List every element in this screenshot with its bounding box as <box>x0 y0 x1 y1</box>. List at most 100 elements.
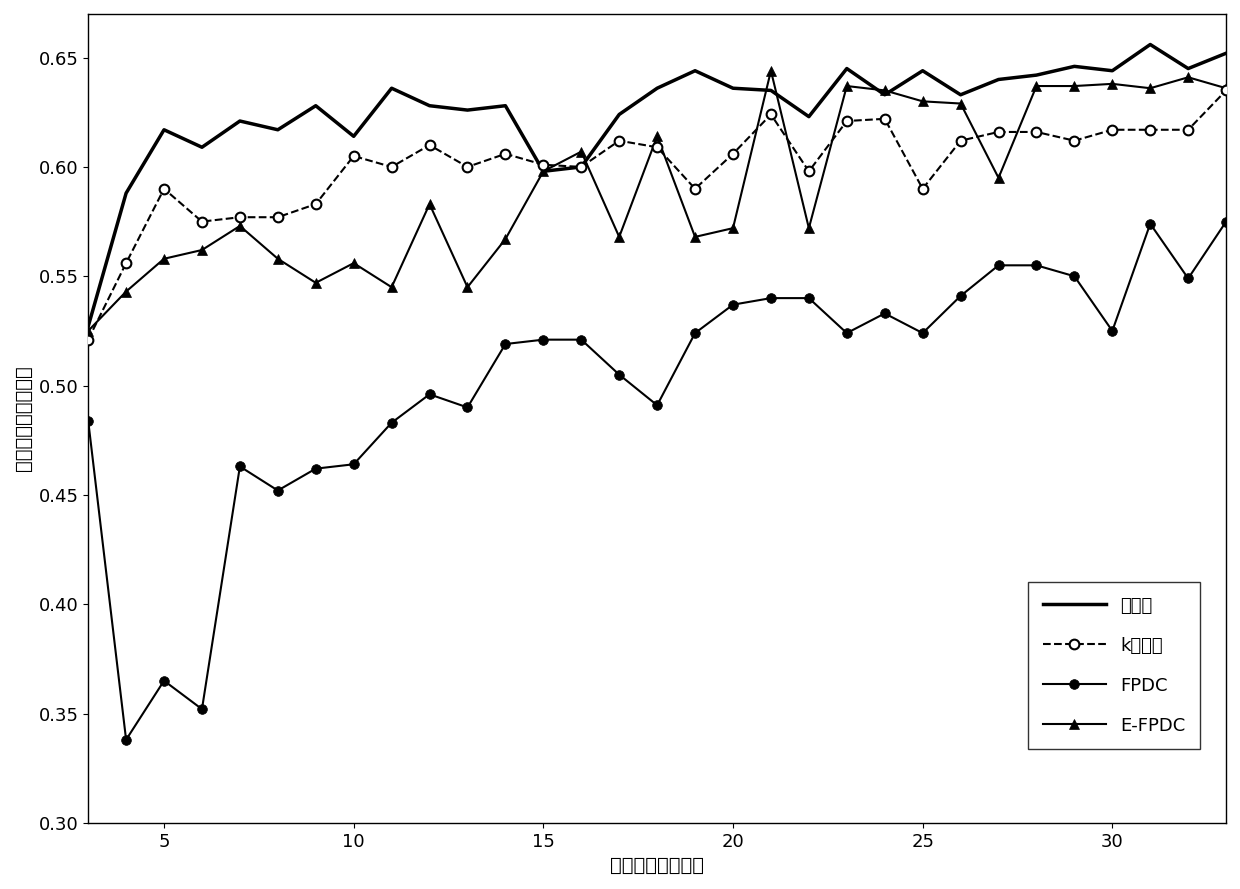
k中心点 <box>611 135 626 146</box>
k中心点 <box>119 258 134 268</box>
FPDC <box>1180 273 1195 284</box>
k中心点 <box>764 109 779 120</box>
E-FPDC <box>232 220 247 231</box>
Legend: 本发明, k中心点, FPDC, E-FPDC: 本发明, k中心点, FPDC, E-FPDC <box>1028 582 1200 749</box>
本发明 <box>195 142 210 153</box>
FPDC <box>1029 260 1044 270</box>
FPDC <box>991 260 1006 270</box>
k中心点 <box>1105 124 1120 135</box>
E-FPDC <box>764 66 779 76</box>
FPDC <box>839 328 854 339</box>
FPDC <box>801 292 816 303</box>
k中心点 <box>422 140 436 150</box>
k中心点 <box>991 126 1006 137</box>
E-FPDC <box>725 223 740 234</box>
Line: E-FPDC: E-FPDC <box>83 66 1231 336</box>
k中心点 <box>195 216 210 227</box>
k中心点 <box>498 148 513 159</box>
k中心点 <box>1180 124 1195 135</box>
k中心点 <box>384 162 399 172</box>
本发明 <box>81 321 95 332</box>
E-FPDC <box>801 223 816 234</box>
E-FPDC <box>991 172 1006 183</box>
Line: k中心点: k中心点 <box>83 85 1231 345</box>
k中心点 <box>801 166 816 177</box>
本发明 <box>1143 39 1158 50</box>
FPDC <box>915 328 930 339</box>
E-FPDC <box>195 244 210 255</box>
本发明 <box>725 83 740 93</box>
k中心点 <box>574 162 589 172</box>
E-FPDC <box>1066 81 1081 92</box>
本发明 <box>954 90 968 100</box>
k中心点 <box>725 148 740 159</box>
Line: FPDC: FPDC <box>83 217 1231 745</box>
本发明 <box>915 66 930 76</box>
k中心点 <box>536 159 551 170</box>
k中心点 <box>954 135 968 146</box>
FPDC <box>232 461 247 472</box>
本发明 <box>764 85 779 96</box>
FPDC <box>346 459 361 469</box>
FPDC <box>611 369 626 380</box>
本发明 <box>877 90 892 100</box>
k中心点 <box>1143 124 1158 135</box>
本发明 <box>422 100 436 111</box>
FPDC <box>422 389 436 400</box>
X-axis label: 选择的波段数目：: 选择的波段数目： <box>610 856 704 875</box>
本发明 <box>688 66 703 76</box>
k中心点 <box>650 142 665 153</box>
E-FPDC <box>1180 72 1195 83</box>
Line: 本发明: 本发明 <box>88 44 1226 326</box>
E-FPDC <box>536 166 551 177</box>
k中心点 <box>915 183 930 194</box>
E-FPDC <box>422 199 436 210</box>
E-FPDC <box>611 231 626 242</box>
本发明 <box>801 111 816 122</box>
E-FPDC <box>574 147 589 157</box>
E-FPDC <box>1105 78 1120 89</box>
FPDC <box>574 334 589 345</box>
本发明 <box>232 116 247 126</box>
本发明 <box>1029 69 1044 80</box>
FPDC <box>498 339 513 349</box>
k中心点 <box>1219 85 1234 96</box>
本发明 <box>270 124 285 135</box>
E-FPDC <box>498 234 513 244</box>
E-FPDC <box>156 253 171 264</box>
FPDC <box>1219 216 1234 227</box>
k中心点 <box>270 212 285 222</box>
k中心点 <box>688 183 703 194</box>
FPDC <box>384 418 399 428</box>
本发明 <box>839 63 854 74</box>
k中心点 <box>839 116 854 126</box>
本发明 <box>156 124 171 135</box>
E-FPDC <box>915 96 930 107</box>
FPDC <box>119 734 134 745</box>
k中心点 <box>460 162 475 172</box>
E-FPDC <box>954 98 968 108</box>
FPDC <box>764 292 779 303</box>
FPDC <box>650 400 665 411</box>
E-FPDC <box>309 277 324 288</box>
本发明 <box>611 109 626 120</box>
FPDC <box>156 676 171 686</box>
FPDC <box>309 463 324 474</box>
Y-axis label: 分类的整体正确率：: 分类的整体正确率： <box>14 365 33 471</box>
E-FPDC <box>1219 83 1234 93</box>
FPDC <box>1143 219 1158 229</box>
E-FPDC <box>688 231 703 242</box>
k中心点 <box>81 334 95 345</box>
FPDC <box>460 402 475 412</box>
k中心点 <box>309 199 324 210</box>
FPDC <box>725 300 740 310</box>
本发明 <box>309 100 324 111</box>
k中心点 <box>1029 126 1044 137</box>
FPDC <box>954 291 968 301</box>
本发明 <box>346 131 361 141</box>
FPDC <box>1105 325 1120 336</box>
FPDC <box>1066 271 1081 282</box>
k中心点 <box>346 150 361 161</box>
FPDC <box>81 415 95 426</box>
E-FPDC <box>270 253 285 264</box>
